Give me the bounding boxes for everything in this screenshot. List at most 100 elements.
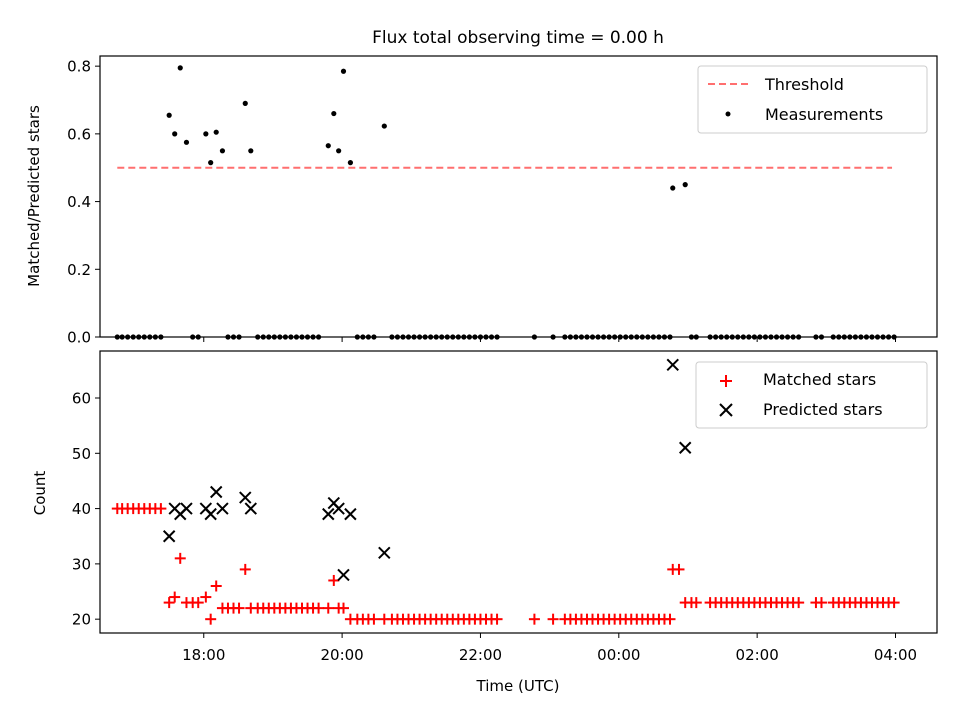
measurement-point [242, 100, 248, 106]
measurement-point [740, 334, 746, 340]
matched-star-marker [690, 597, 702, 609]
measurement-point [195, 334, 201, 340]
x-tick-label: 02:00 [736, 646, 779, 664]
matched-star-marker [322, 602, 334, 614]
measurement-point [682, 182, 688, 188]
measurement-point [299, 334, 305, 340]
measurement-point [567, 334, 573, 340]
measurement-point [411, 334, 417, 340]
measurement-point [600, 334, 607, 340]
measurement-point [841, 334, 847, 340]
matched-star-marker [239, 563, 251, 575]
measurement-point [661, 334, 668, 340]
measurement-point [718, 334, 724, 340]
measurement-point [455, 334, 461, 340]
measurement-point [125, 334, 131, 340]
matched-star-marker [888, 597, 900, 609]
measurement-point [114, 334, 120, 340]
measurement-point [869, 334, 875, 340]
x-tick-label: 22:00 [459, 646, 502, 664]
y-tick-label: 0.8 [67, 58, 91, 76]
bottom-y-axis-label: Count [31, 471, 49, 516]
measurement-point [847, 334, 853, 340]
measurement-point [177, 65, 183, 71]
measurement-point [416, 334, 423, 340]
top-panel: 0.00.20.40.60.8 Matched/Predicted stars … [25, 55, 938, 347]
measurement-point [729, 334, 735, 340]
measurement-point [724, 334, 730, 340]
measurement-point [790, 334, 796, 340]
measurement-point [371, 334, 377, 340]
bottom-axes-frame [99, 350, 938, 634]
top-legend-box [697, 65, 928, 134]
y-tick-label: 0.2 [67, 261, 91, 279]
top-axes-frame [99, 55, 938, 338]
measurement-point [208, 160, 214, 166]
predicted-star-marker [210, 485, 223, 499]
measurement-point [183, 139, 190, 145]
bottom-y-ticks: 20 30 40 50 60 [72, 390, 100, 629]
legend-measurements-swatch [725, 111, 731, 117]
predicted-star-marker [679, 441, 692, 454]
measurement-point [472, 334, 478, 340]
top-y-axis-label: Matched/Predicted stars [25, 105, 43, 287]
matched-star-marker [673, 563, 685, 575]
measurement-point [589, 334, 596, 340]
measurement-point [494, 334, 500, 340]
measurement-point [852, 334, 858, 340]
measurement-point [773, 334, 780, 340]
measurement-point [617, 334, 623, 340]
matched-star-marker [163, 597, 175, 609]
measurement-point [230, 334, 237, 340]
y-tick-label: 50 [72, 445, 91, 463]
measurement-point [667, 334, 673, 340]
measurement-point [830, 334, 836, 340]
x-tick-label: 20:00 [320, 646, 363, 664]
matched-star-marker [155, 503, 167, 515]
measurement-point [578, 334, 585, 340]
y-tick-label: 20 [72, 611, 91, 629]
measurement-point [381, 123, 387, 129]
matched-star-marker [664, 613, 676, 625]
y-tick-label: 0.6 [67, 125, 91, 143]
measurement-point [260, 334, 266, 340]
measurement-point [818, 334, 825, 340]
x-tick-label: 18:00 [182, 646, 225, 664]
matched-star-marker [328, 574, 340, 586]
measurement-point [405, 334, 412, 340]
measurement-point [310, 334, 316, 340]
measurement-point [336, 148, 342, 154]
predicted-star-marker [216, 502, 229, 515]
measurement-point [271, 334, 277, 340]
measurement-point [650, 334, 656, 340]
measurement-point [573, 334, 579, 340]
measurement-point [340, 68, 347, 74]
measurement-point [203, 131, 209, 137]
matched-star-marker [793, 597, 805, 609]
measurement-point [158, 334, 164, 340]
predicted-star-marker [378, 546, 391, 560]
measurement-point [248, 148, 254, 154]
measurement-point [304, 334, 311, 340]
predicted-star-marker [322, 507, 335, 521]
measurement-point [347, 160, 354, 166]
legend-threshold-label: Threshold [764, 75, 844, 94]
predicted-star-marker [244, 502, 258, 515]
measurement-point [656, 334, 662, 340]
measurement-point [693, 334, 699, 340]
measurement-point [389, 334, 395, 340]
matched-star-marker [233, 602, 245, 614]
measurement-point [166, 112, 172, 118]
legend-matched-label: Matched stars [763, 370, 876, 389]
predicted-star-marker [239, 491, 252, 504]
measurement-point [779, 334, 785, 340]
measurement-point [757, 334, 763, 340]
measurement-point [331, 110, 337, 117]
matched-star-marker [174, 552, 186, 564]
x-tick-label: 04:00 [874, 646, 917, 664]
measurement-point [422, 334, 428, 340]
measurement-point [282, 334, 288, 340]
measurement-point [707, 334, 713, 340]
measurement-point [858, 334, 864, 340]
